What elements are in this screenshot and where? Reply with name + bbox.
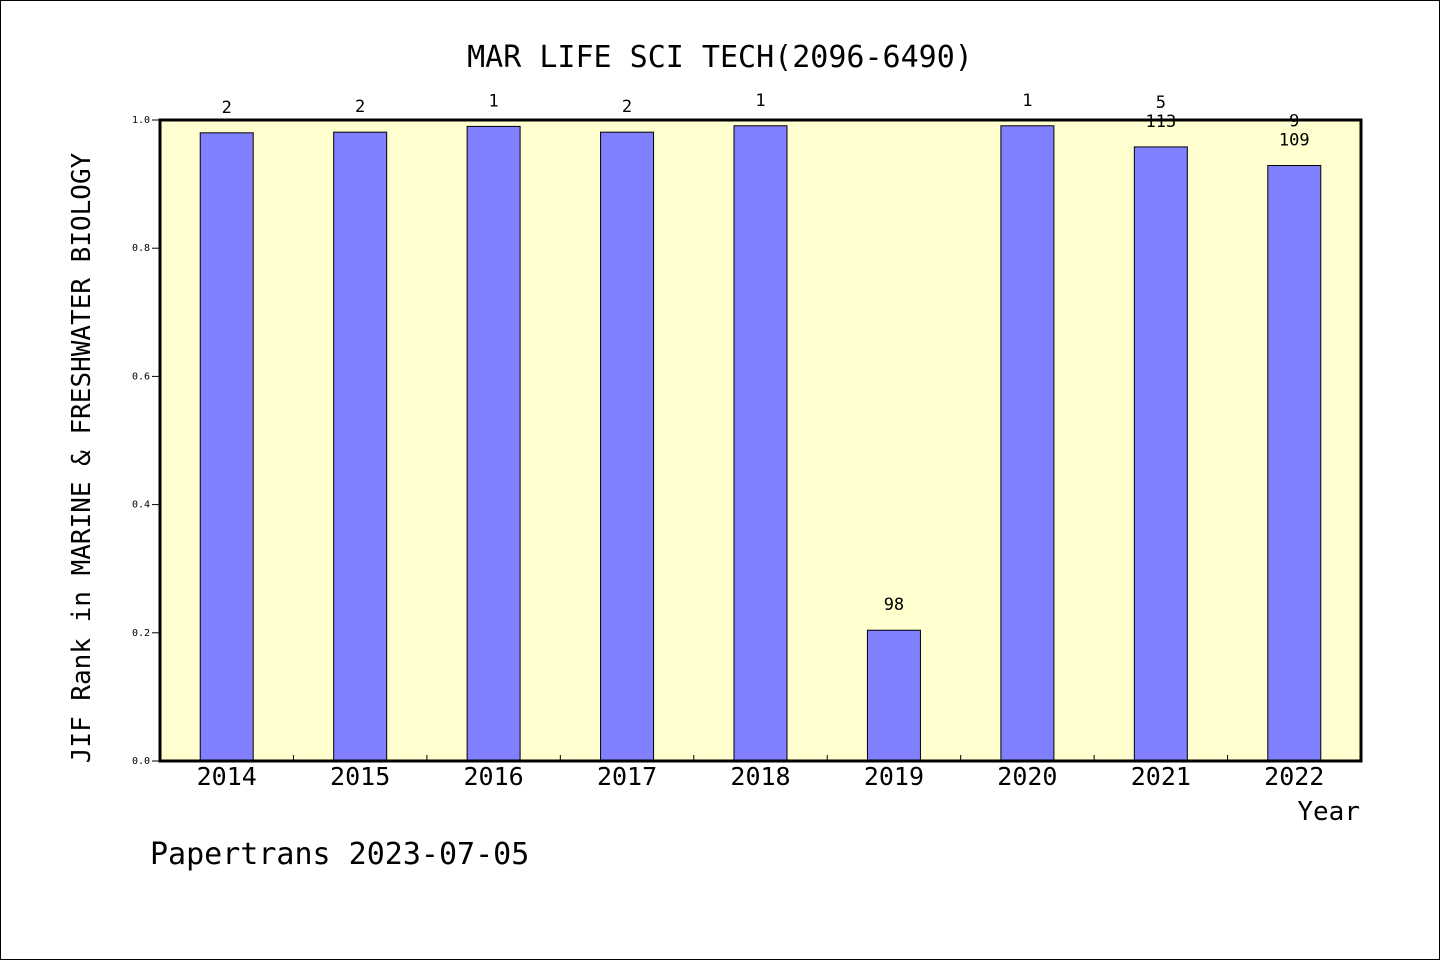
footer-text: Papertrans 2023-07-05 bbox=[150, 837, 529, 872]
bar-2020 bbox=[1000, 125, 1055, 762]
bar-label-2016: 1 bbox=[488, 91, 498, 111]
bar-label-2014: 2 bbox=[222, 98, 232, 118]
x-tick-label: 2021 bbox=[1131, 762, 1191, 791]
bar-label-2022: 109 bbox=[1279, 131, 1310, 151]
x-tick-label: 2016 bbox=[464, 762, 524, 791]
chart-title: MAR LIFE SCI TECH(2096-6490) bbox=[467, 40, 973, 75]
bar-label-2021: 113 bbox=[1145, 112, 1176, 132]
x-tick-label: 2015 bbox=[330, 762, 390, 791]
bar-2017 bbox=[600, 131, 655, 762]
bar-label-2020: 1 bbox=[1022, 91, 1032, 111]
bar-label-2022: 9 bbox=[1289, 112, 1299, 132]
bar-label-2017: 2 bbox=[622, 97, 632, 117]
y-tick-label: 0.0 bbox=[132, 756, 150, 767]
y-tick-label: 1.0 bbox=[132, 115, 150, 126]
y-axis-label: JIF Rank in MARINE & FRESHWATER BIOLOGY bbox=[67, 152, 97, 763]
x-axis: 2014 2015 2016 2017 2018 2019 2020 2021 2022 bbox=[197, 755, 1324, 791]
y-tick-label: 0.6 bbox=[132, 371, 150, 382]
y-tick-label: 0.8 bbox=[132, 243, 150, 254]
bar-label-2015: 2 bbox=[355, 97, 365, 117]
bar-label-2021: 5 bbox=[1156, 93, 1166, 113]
bar-2014 bbox=[199, 132, 254, 762]
bar-2022 bbox=[1267, 165, 1322, 762]
y-tick-label: 0.4 bbox=[132, 500, 150, 511]
bar-label-2018: 1 bbox=[755, 91, 765, 111]
x-tick-label: 2020 bbox=[997, 762, 1057, 791]
plot-border bbox=[158, 118, 1363, 763]
y-tick-label: 0.2 bbox=[132, 628, 150, 639]
bar-2015 bbox=[333, 131, 388, 762]
x-axis-label: Year bbox=[1297, 797, 1360, 827]
bar-label-2019: 98 bbox=[884, 595, 904, 615]
bar-2021 bbox=[1133, 146, 1188, 762]
bar-2016 bbox=[466, 125, 521, 762]
x-tick-label: 2018 bbox=[730, 762, 790, 791]
bar-2019 bbox=[866, 629, 921, 762]
bar-group bbox=[199, 125, 1322, 762]
x-tick-label: 2014 bbox=[197, 762, 257, 791]
x-tick-label: 2017 bbox=[597, 762, 657, 791]
y-axis: 0.0 0.2 0.4 0.6 0.8 1.0 bbox=[132, 115, 160, 767]
x-tick-label: 2022 bbox=[1264, 762, 1324, 791]
bar-2018 bbox=[733, 125, 788, 762]
x-tick-label: 2019 bbox=[864, 762, 924, 791]
